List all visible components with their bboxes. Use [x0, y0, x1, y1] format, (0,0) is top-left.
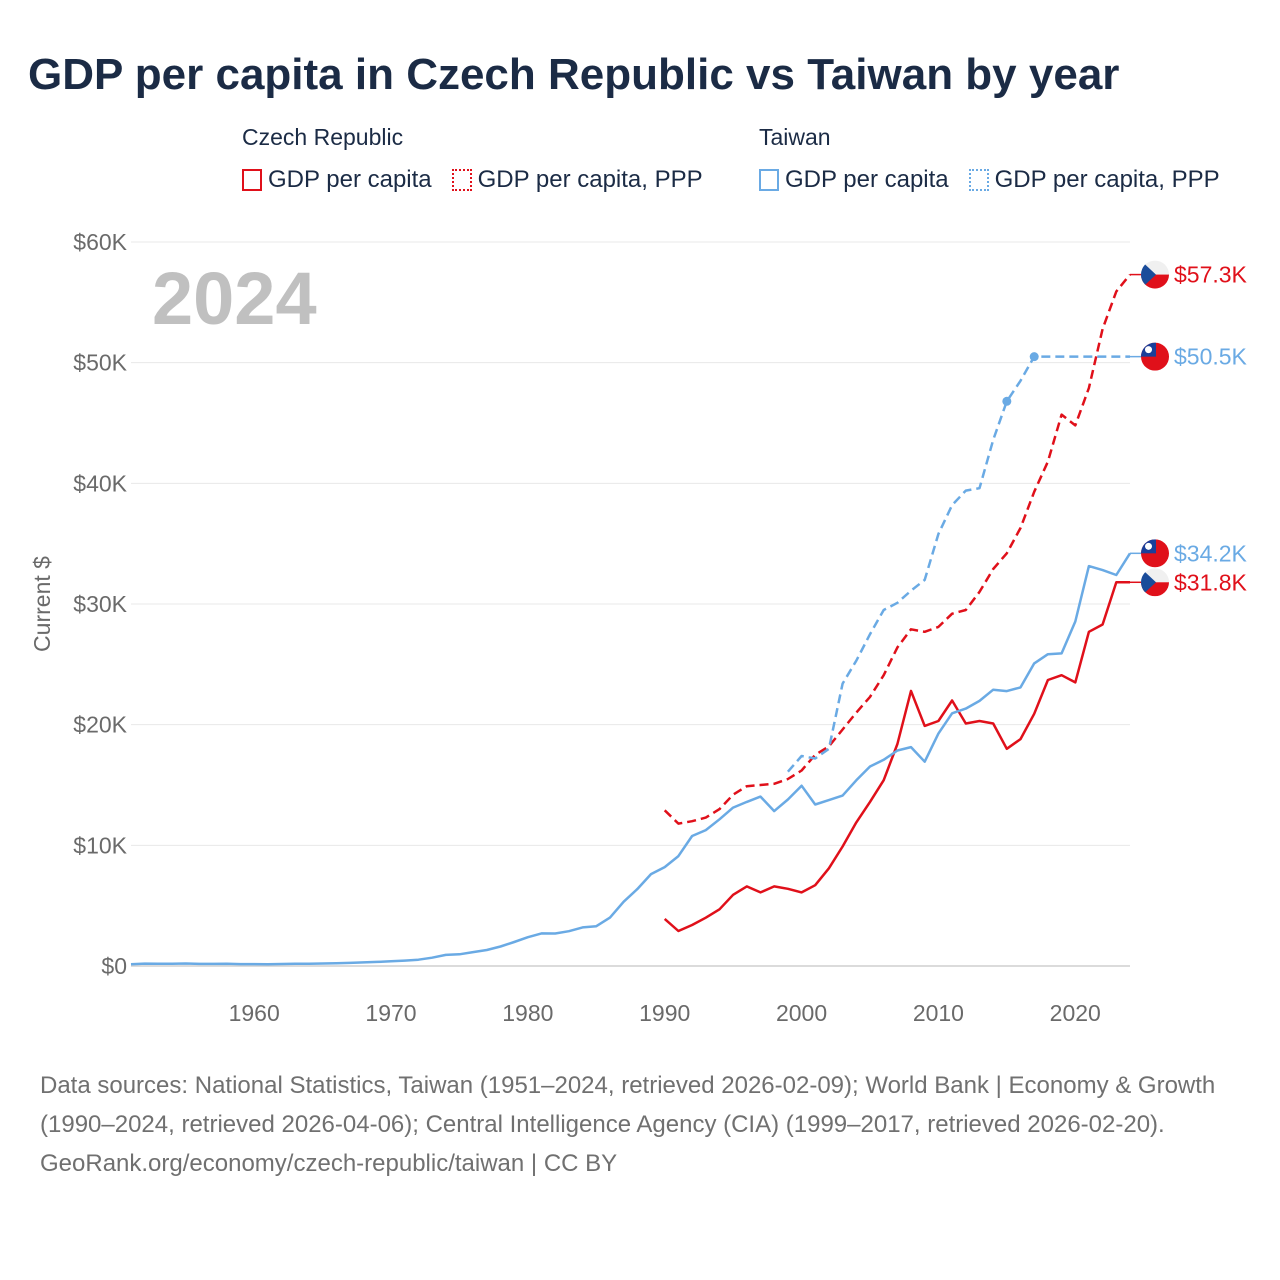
line-chart: $0 $10K $20K $30K $40K $50K $60K 1960 1970 1980 19… — [29, 229, 1248, 1026]
x-tick-label: 2020 — [1050, 1000, 1101, 1026]
series-line-1 — [663, 273, 1131, 825]
data-sources-note: Data sources: National Statistics, Taiwa… — [40, 1072, 1216, 1138]
legend-swatch-solid — [242, 169, 262, 191]
legend-item-taiwan-gdp[interactable]: GDP per capita — [759, 166, 949, 194]
y-tick-label: $50K — [73, 350, 127, 376]
source-credit-link[interactable]: GeoRank.org/economy/czech-republic/taiwa… — [40, 1150, 618, 1177]
legend-label: GDP per capita — [268, 166, 432, 193]
taiwan-flag-icon — [1141, 342, 1169, 371]
y-tick-label: $40K — [73, 470, 127, 496]
y-tick-label: $10K — [73, 832, 127, 858]
series-line-2 — [130, 552, 1132, 966]
footer: Data sources: National Statistics, Taiwa… — [40, 1066, 1230, 1183]
chart-title: GDP per capita in Czech Republic vs Taiw… — [28, 50, 1120, 99]
legend-label: GDP per capita, PPP — [994, 166, 1220, 193]
x-tick-label: 1970 — [365, 1000, 416, 1026]
x-tick-label: 1980 — [502, 1000, 553, 1026]
legend-group-title: Taiwan — [759, 124, 831, 150]
legend-item-taiwan-gdp-ppp[interactable]: GDP per capita, PPP — [968, 166, 1220, 194]
x-tick-label: 1960 — [229, 1000, 280, 1026]
y-tick-label: $30K — [73, 591, 127, 617]
y-tick-label: $20K — [73, 712, 127, 738]
y-tick-label: $60K — [73, 229, 127, 255]
czech-flag-icon — [1141, 568, 1169, 597]
end-value-label: $34.2K — [1174, 540, 1248, 566]
data-point-marker — [1002, 396, 1012, 406]
series-line-3 — [786, 355, 1130, 773]
end-value-label: $57.3K — [1174, 262, 1248, 288]
legend-item-czech-gdp[interactable]: GDP per capita — [242, 166, 432, 194]
end-value-label: $31.8K — [1174, 569, 1248, 595]
legend-label: GDP per capita, PPP — [477, 166, 703, 193]
legend-group-czech-republic: Czech Republic GDP per capita GDP per ca… — [242, 124, 703, 194]
y-axis-label: Current $ — [29, 556, 55, 652]
legend-group-title: Czech Republic — [242, 124, 404, 150]
end-value-label: $50.5K — [1174, 344, 1248, 370]
data-point-marker — [1029, 352, 1039, 362]
legend-swatch-dotted — [451, 169, 472, 191]
legend-item-czech-gdp-ppp[interactable]: GDP per capita, PPP — [451, 166, 703, 194]
series-line-0 — [663, 581, 1130, 933]
legend-swatch-solid — [759, 169, 779, 191]
x-tick-label: 2010 — [913, 1000, 964, 1026]
czech-flag-icon — [1141, 260, 1169, 289]
legend-group-taiwan: Taiwan GDP per capita GDP per capita, PP… — [759, 124, 1220, 194]
x-tick-label: 2000 — [776, 1000, 827, 1026]
taiwan-flag-icon — [1141, 539, 1169, 568]
legend-label: GDP per capita — [785, 166, 949, 193]
legend-swatch-dotted — [968, 169, 989, 191]
year-watermark: 2024 — [152, 257, 317, 340]
y-tick-label: $0 — [101, 953, 127, 979]
x-tick-label: 1990 — [639, 1000, 690, 1026]
